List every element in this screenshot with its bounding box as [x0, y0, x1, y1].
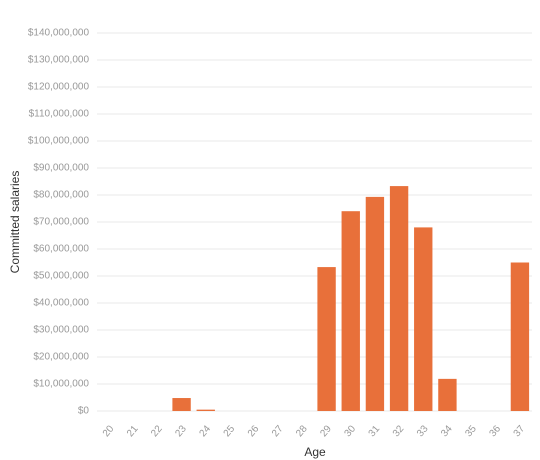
y-tick-label: $10,000,000 — [33, 379, 89, 390]
y-tick-label: $100,000,000 — [28, 136, 90, 147]
x-tick-label: 31 — [367, 423, 383, 439]
x-tick-label: 32 — [391, 423, 407, 439]
x-tick-label: 36 — [487, 423, 503, 439]
y-tick-label: $0 — [78, 406, 90, 417]
y-tick-label: $140,000,000 — [28, 28, 90, 39]
bar — [317, 267, 336, 411]
x-tick-label: 29 — [318, 423, 334, 439]
bar — [414, 227, 433, 411]
x-tick-label: 21 — [125, 423, 141, 439]
x-tick-label: 28 — [294, 423, 310, 439]
y-tick-label: $70,000,000 — [33, 217, 89, 228]
y-tick-label: $20,000,000 — [33, 352, 89, 363]
bar — [389, 186, 409, 411]
x-tick-label: 22 — [149, 423, 165, 439]
x-tick-label: 37 — [512, 423, 528, 439]
bar — [196, 409, 215, 411]
bar — [172, 398, 191, 411]
y-tick-label: $120,000,000 — [28, 82, 90, 93]
y-tick-label: $60,000,000 — [33, 244, 89, 255]
x-axis-title: Age — [304, 445, 326, 459]
x-tick-label: 34 — [439, 423, 455, 439]
x-tick-label: 26 — [246, 423, 262, 439]
y-tick-label: $90,000,000 — [33, 163, 89, 174]
x-tick-label: 27 — [270, 423, 286, 439]
x-tick-label: 23 — [173, 423, 189, 439]
y-tick-label: $50,000,000 — [33, 271, 89, 282]
bar — [341, 211, 360, 411]
bar — [510, 262, 530, 411]
y-tick-label: $30,000,000 — [33, 325, 89, 336]
y-tick-label: $110,000,000 — [29, 109, 90, 120]
y-tick-label: $80,000,000 — [33, 190, 89, 201]
x-tick-label: 33 — [415, 423, 431, 439]
x-tick-label: 35 — [463, 423, 479, 439]
x-tick-label: 24 — [197, 423, 213, 439]
y-tick-label: $130,000,000 — [28, 55, 90, 66]
x-tick-label: 30 — [342, 423, 358, 439]
y-axis-title: Committed salaries — [8, 171, 22, 274]
y-tick-label: $40,000,000 — [33, 298, 89, 309]
x-tick-label: 25 — [222, 423, 238, 439]
x-tick-label: 20 — [101, 423, 117, 439]
bar — [438, 378, 457, 411]
bar — [365, 196, 385, 411]
